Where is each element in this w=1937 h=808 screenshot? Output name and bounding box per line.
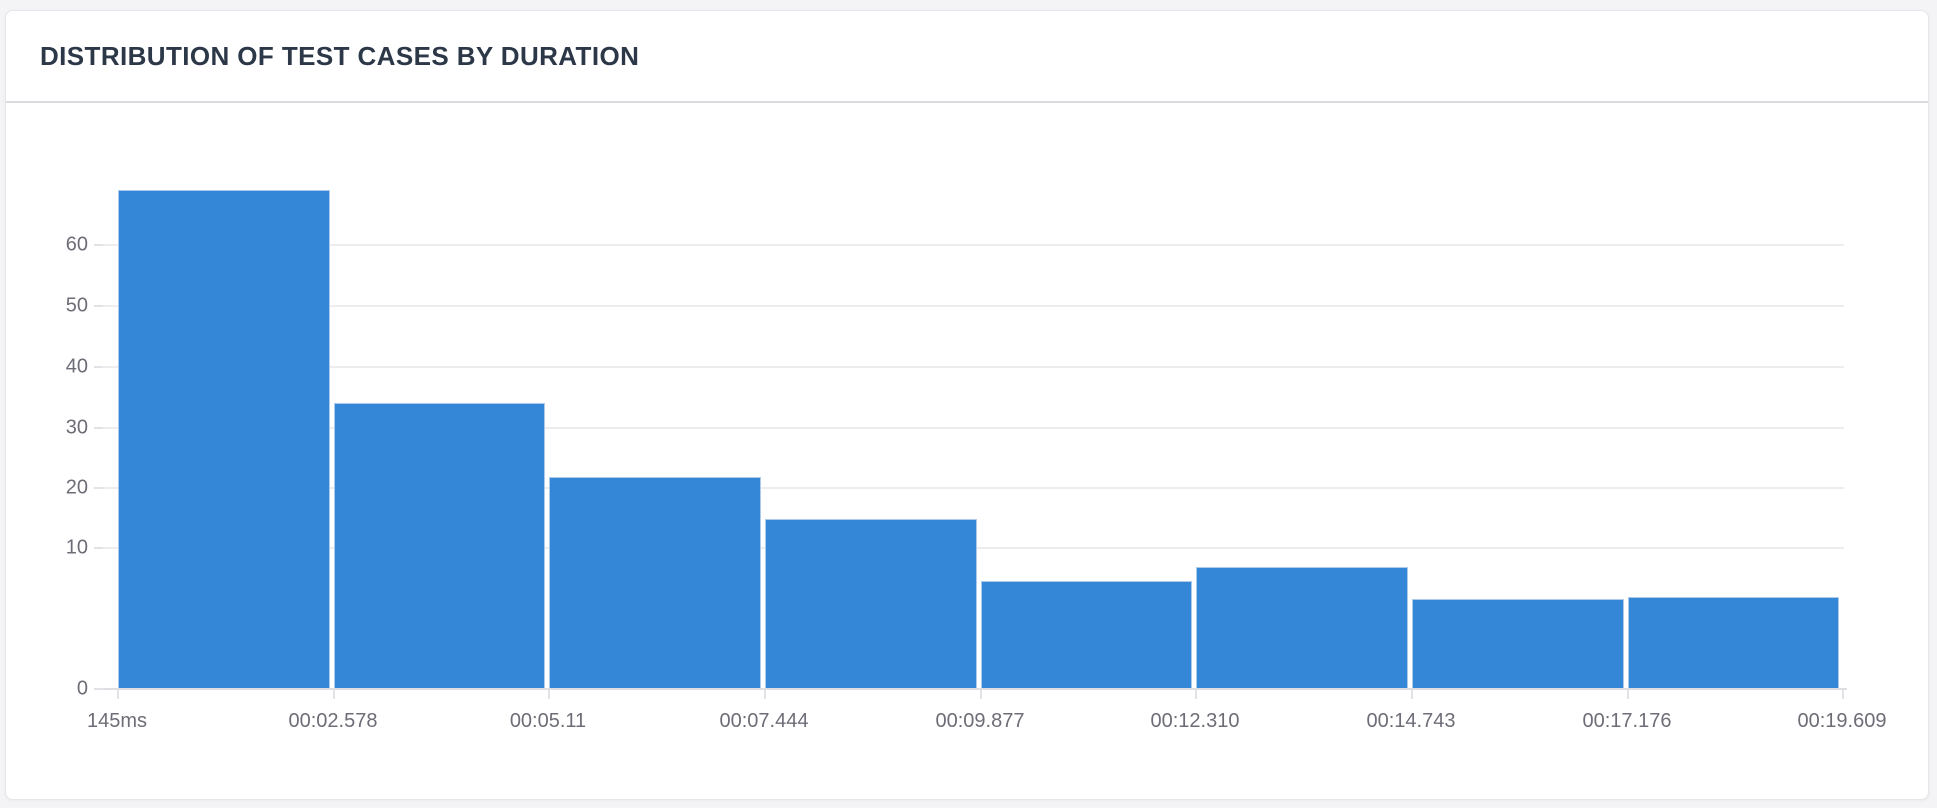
y-gridline (103, 366, 1844, 368)
x-axis-tick (1411, 690, 1413, 699)
y-axis-tick (94, 244, 103, 246)
x-axis-label: 00:17.176 (1582, 710, 1672, 732)
histogram-bar[interactable] (1412, 599, 1624, 688)
x-axis-label: 00:02.578 (288, 710, 378, 732)
histogram-bar[interactable] (1196, 567, 1408, 688)
y-axis-tick (94, 366, 103, 368)
y-axis-label: 50 (65, 294, 88, 317)
histogram-bar[interactable] (334, 403, 545, 688)
y-axis-label: 30 (65, 416, 88, 439)
y-axis-tick (94, 547, 103, 549)
x-axis-label: 00:14.743 (1366, 710, 1456, 732)
y-gridline (103, 427, 1844, 429)
x-axis-label: 00:19.609 (1797, 710, 1887, 732)
x-axis-tick (1195, 690, 1197, 699)
x-axis-label: 00:05.11 (509, 710, 587, 732)
y-gridline (103, 244, 1844, 246)
y-axis-tick (94, 305, 103, 307)
x-axis-tick (980, 690, 982, 699)
x-axis-tick (1842, 690, 1844, 699)
x-axis-tick (548, 690, 550, 699)
y-gridline (103, 487, 1844, 489)
page-title: DISTRIBUTION OF TEST CASES BY DURATION (40, 40, 640, 71)
x-axis-tick (333, 690, 335, 699)
y-axis-label: 60 (65, 233, 88, 256)
x-axis-label: 00:07.444 (719, 710, 809, 732)
x-axis-label: 00:09.877 (935, 710, 1025, 732)
x-axis-line (94, 688, 1847, 690)
x-axis-tick (1627, 690, 1629, 699)
x-axis-label: 00:12.310 (1150, 710, 1240, 732)
histogram-bar[interactable] (549, 477, 761, 688)
histogram-bar[interactable] (1628, 597, 1839, 688)
y-axis-label: 20 (65, 476, 88, 499)
x-axis-tick (117, 690, 119, 699)
widget-header: DISTRIBUTION OF TEST CASES BY DURATION (6, 11, 1928, 103)
x-axis-label: 145ms (86, 710, 148, 732)
y-axis-label: 40 (65, 355, 88, 378)
histogram-bar[interactable] (118, 190, 330, 688)
y-axis-tick (94, 487, 103, 489)
widget-card: DISTRIBUTION OF TEST CASES BY DURATION 1… (5, 10, 1929, 800)
y-axis-label: 10 (65, 536, 88, 559)
y-gridline (103, 305, 1844, 307)
y-axis-label: 0 (76, 677, 88, 700)
histogram-bar[interactable] (981, 581, 1192, 688)
y-axis-tick (94, 688, 103, 690)
x-axis-tick (764, 690, 766, 699)
histogram-bar[interactable] (765, 519, 977, 688)
histogram-chart: 10 20 30 40 50 60 0 145ms 00:02.578 00:05.11 00:07… (6, 105, 1928, 799)
y-axis-tick (94, 427, 103, 429)
